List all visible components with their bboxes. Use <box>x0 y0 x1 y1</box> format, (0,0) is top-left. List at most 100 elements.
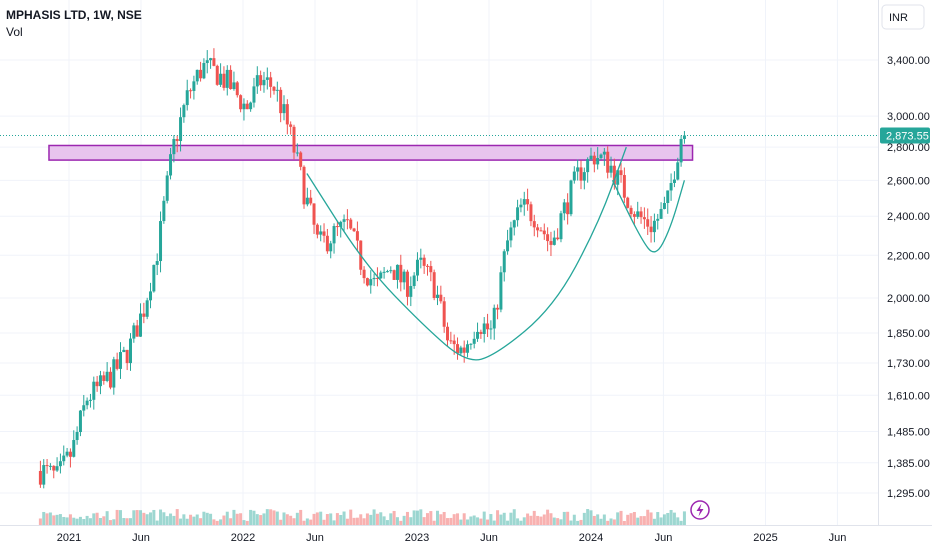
candle-body <box>235 82 239 96</box>
volume-bar <box>506 520 510 525</box>
candle-body <box>519 204 523 208</box>
volume-bar <box>229 518 233 525</box>
candle-body <box>372 277 376 280</box>
candle-body <box>265 77 269 80</box>
candle-body <box>659 208 663 219</box>
volume-bar <box>569 520 573 525</box>
volume-bar <box>329 513 333 525</box>
volume-bar <box>662 514 666 525</box>
candle-body <box>98 375 102 387</box>
candle-body <box>399 264 403 283</box>
volume-bar <box>219 519 223 525</box>
volume-bar <box>88 518 92 525</box>
candle-body <box>162 200 166 222</box>
candle-body <box>152 264 156 292</box>
candle-body <box>579 167 583 181</box>
candle-body <box>589 155 593 160</box>
volume-bar <box>682 511 686 525</box>
volume-bar <box>95 512 99 525</box>
volume-bar <box>225 511 229 525</box>
volume-bar <box>529 515 533 525</box>
volume-bar <box>45 513 49 525</box>
candle-body <box>656 218 660 221</box>
candle-body <box>305 197 309 205</box>
candle-body <box>315 224 319 235</box>
volume-bar <box>435 510 439 525</box>
candle-body <box>272 86 276 91</box>
candle-body <box>606 151 610 173</box>
candle-body <box>112 359 116 388</box>
volume-bar <box>629 513 633 525</box>
candle-body <box>405 271 409 297</box>
volume-bar <box>42 511 46 525</box>
volume-bar <box>412 510 416 525</box>
volume-bar <box>609 518 613 525</box>
candle-body <box>128 338 132 364</box>
candle-body <box>392 270 396 280</box>
candle-body <box>345 219 349 221</box>
volume-bar <box>409 517 413 525</box>
price-tick-label: 3,000.00 <box>887 111 930 123</box>
candle-body <box>212 58 216 66</box>
volume-bar <box>389 513 393 525</box>
volume-bar <box>189 514 193 525</box>
volume-bar <box>52 515 56 525</box>
volume-bar <box>249 509 253 525</box>
volume-bar <box>499 514 503 525</box>
volume-bar <box>652 518 656 525</box>
candle-body <box>252 86 256 103</box>
volume-bar <box>552 517 556 525</box>
price-tick-label: 2,800.00 <box>887 142 930 154</box>
price-tick-label: 1,295.00 <box>887 488 930 500</box>
candle-body <box>619 170 623 176</box>
time-tick-label: 2024 <box>579 532 603 544</box>
candle-body <box>479 331 483 334</box>
candle-body <box>139 313 143 337</box>
volume-bar <box>155 520 159 525</box>
volume-bar <box>392 510 396 525</box>
tradingview-flash-icon[interactable] <box>690 500 710 520</box>
candle-body <box>452 340 456 345</box>
volume-bar <box>546 509 550 525</box>
volume-bar <box>128 518 132 525</box>
volume-bar <box>579 519 583 525</box>
candle-body <box>466 344 470 353</box>
time-tick-label: Jun <box>132 532 150 544</box>
candle-body <box>496 307 500 310</box>
volume-bar <box>532 510 536 525</box>
candle-body <box>662 202 666 209</box>
candle-body <box>492 307 496 329</box>
volume-bar <box>142 512 146 525</box>
volume-bar <box>75 518 79 525</box>
candle-body <box>125 349 129 364</box>
candle-body <box>552 237 556 245</box>
candle-body <box>369 279 373 286</box>
volume-bar <box>199 518 203 525</box>
volume-bar <box>215 520 219 525</box>
candle-body <box>596 157 600 165</box>
candle-body <box>225 69 229 88</box>
candle-body <box>145 300 149 317</box>
candle-body <box>539 230 543 232</box>
candle-body <box>92 381 96 400</box>
candle-body <box>649 226 653 233</box>
candle-body <box>382 271 386 273</box>
candle-body <box>38 470 42 485</box>
volume-bar <box>459 519 463 525</box>
volume-bar <box>212 519 216 525</box>
volume-bar <box>559 519 563 525</box>
candle-body <box>202 63 206 79</box>
volume-bar <box>616 512 620 525</box>
candle-body <box>302 166 306 205</box>
candle-body <box>58 461 62 467</box>
currency-button-label[interactable]: INR <box>889 12 908 24</box>
volume-bar <box>82 519 86 525</box>
resistance-zone <box>48 144 694 161</box>
candle-body <box>542 230 546 235</box>
candle-body <box>365 278 369 286</box>
candle-body <box>582 172 586 181</box>
volume-bar <box>205 512 209 525</box>
currency-button[interactable]: INR <box>881 4 925 30</box>
candle-body <box>442 301 446 327</box>
